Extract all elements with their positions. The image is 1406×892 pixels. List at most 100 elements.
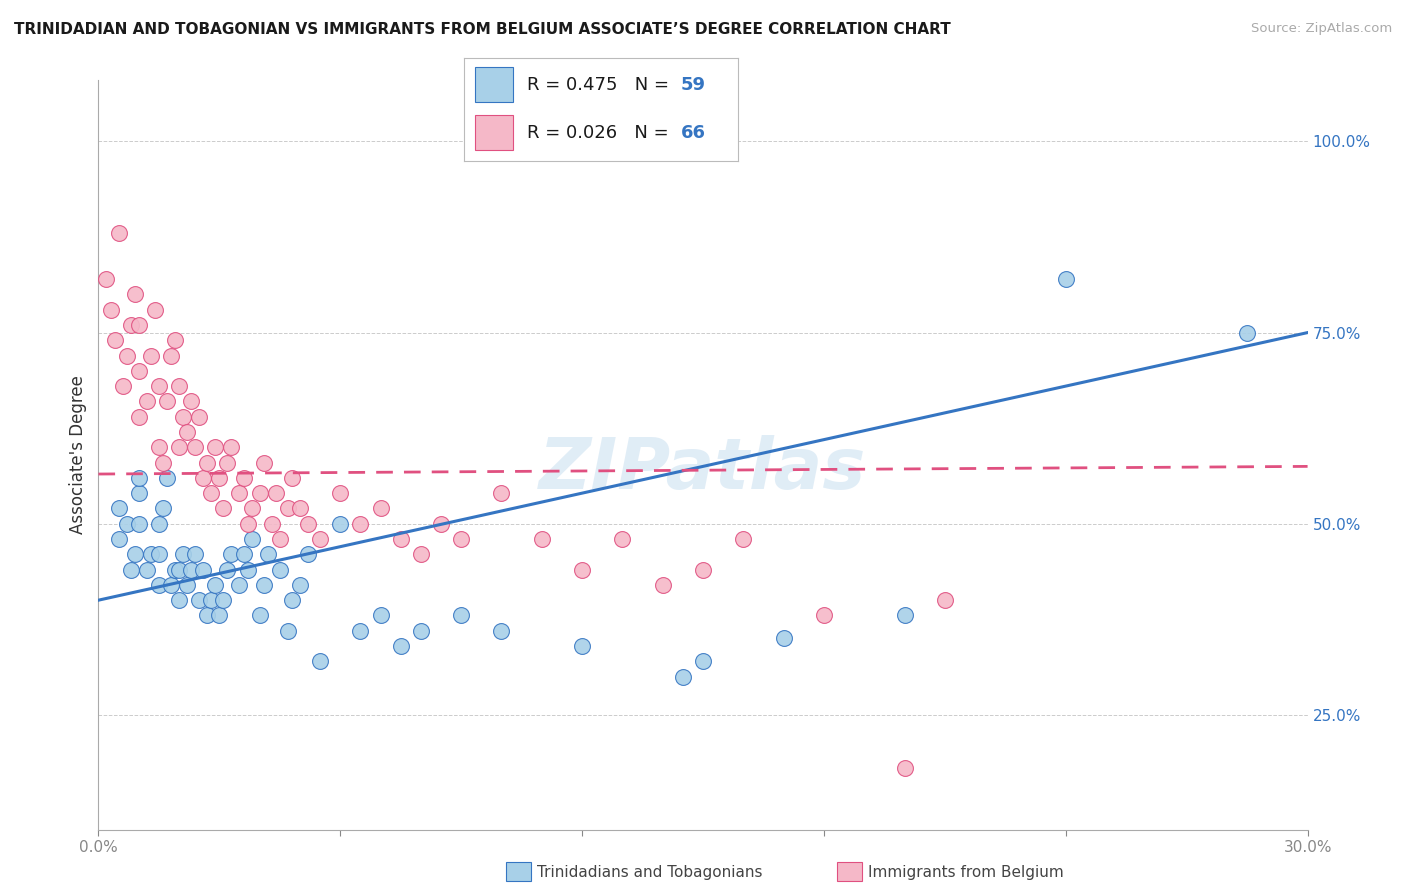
Point	[195, 456, 218, 470]
Point	[167, 593, 190, 607]
Point	[228, 578, 250, 592]
Point	[184, 440, 207, 454]
Point	[143, 302, 166, 317]
Point	[139, 547, 162, 561]
Point	[221, 547, 243, 561]
Point	[156, 394, 179, 409]
Point	[167, 440, 190, 454]
Point	[893, 608, 915, 623]
Point	[208, 608, 231, 623]
Point	[160, 578, 183, 592]
Point	[176, 425, 198, 439]
Point	[409, 547, 432, 561]
Point	[277, 501, 299, 516]
Point	[692, 563, 714, 577]
Point	[148, 440, 170, 454]
Point	[491, 486, 513, 500]
Point	[253, 578, 276, 592]
Text: 59: 59	[681, 76, 706, 94]
Point	[212, 501, 235, 516]
Point	[120, 318, 142, 332]
Point	[180, 394, 202, 409]
Point	[172, 409, 194, 424]
Point	[893, 761, 915, 775]
Y-axis label: Associate's Degree: Associate's Degree	[69, 376, 87, 534]
Point	[309, 532, 332, 546]
Point	[111, 379, 134, 393]
Point	[571, 563, 593, 577]
Text: Source: ZipAtlas.com: Source: ZipAtlas.com	[1251, 22, 1392, 36]
Text: Trinidadians and Tobagonians: Trinidadians and Tobagonians	[537, 865, 762, 880]
Point	[135, 394, 157, 409]
Point	[370, 501, 392, 516]
Point	[349, 624, 371, 638]
Point	[571, 639, 593, 653]
Point	[281, 471, 304, 485]
Point	[288, 501, 311, 516]
Point	[264, 486, 287, 500]
Point	[172, 547, 194, 561]
Point	[184, 547, 207, 561]
Point	[103, 333, 125, 347]
Point	[128, 486, 150, 500]
Point	[297, 516, 319, 531]
Point	[530, 532, 553, 546]
Point	[236, 516, 259, 531]
Point	[195, 608, 218, 623]
Point	[288, 578, 311, 592]
Text: TRINIDADIAN AND TOBAGONIAN VS IMMIGRANTS FROM BELGIUM ASSOCIATE’S DEGREE CORRELA: TRINIDADIAN AND TOBAGONIAN VS IMMIGRANTS…	[14, 22, 950, 37]
Point	[240, 501, 263, 516]
Point	[124, 287, 146, 301]
Point	[204, 578, 226, 592]
Point	[152, 501, 174, 516]
Point	[156, 471, 179, 485]
Point	[128, 471, 150, 485]
Point	[450, 532, 472, 546]
Point	[269, 532, 291, 546]
Text: 66: 66	[681, 124, 706, 142]
Point	[128, 364, 150, 378]
Point	[107, 226, 129, 240]
Point	[128, 516, 150, 531]
Point	[253, 456, 276, 470]
Point	[128, 318, 150, 332]
Point	[107, 501, 129, 516]
Point	[389, 532, 412, 546]
Point	[135, 563, 157, 577]
Point	[100, 302, 122, 317]
Point	[217, 563, 239, 577]
Point	[212, 593, 235, 607]
Point	[1236, 326, 1258, 340]
Point	[208, 471, 231, 485]
Point	[148, 578, 170, 592]
Point	[612, 532, 634, 546]
Point	[491, 624, 513, 638]
Point	[120, 563, 142, 577]
Point	[167, 379, 190, 393]
Point	[221, 440, 243, 454]
Point	[115, 349, 138, 363]
Point	[228, 486, 250, 500]
Point	[309, 654, 332, 668]
Point	[240, 532, 263, 546]
Point	[450, 608, 472, 623]
Point	[217, 456, 239, 470]
Bar	[475, 115, 513, 150]
Point	[188, 593, 211, 607]
Point	[180, 563, 202, 577]
Point	[96, 272, 118, 286]
Point	[163, 563, 186, 577]
Bar	[475, 67, 513, 102]
Point	[370, 608, 392, 623]
Text: Immigrants from Belgium: Immigrants from Belgium	[868, 865, 1063, 880]
Point	[232, 547, 254, 561]
Point	[204, 440, 226, 454]
Point	[124, 547, 146, 561]
Point	[148, 379, 170, 393]
Point	[139, 349, 162, 363]
Point	[200, 593, 222, 607]
Point	[672, 670, 695, 684]
Point	[115, 516, 138, 531]
Text: R = 0.475   N =: R = 0.475 N =	[527, 76, 675, 94]
Point	[277, 624, 299, 638]
